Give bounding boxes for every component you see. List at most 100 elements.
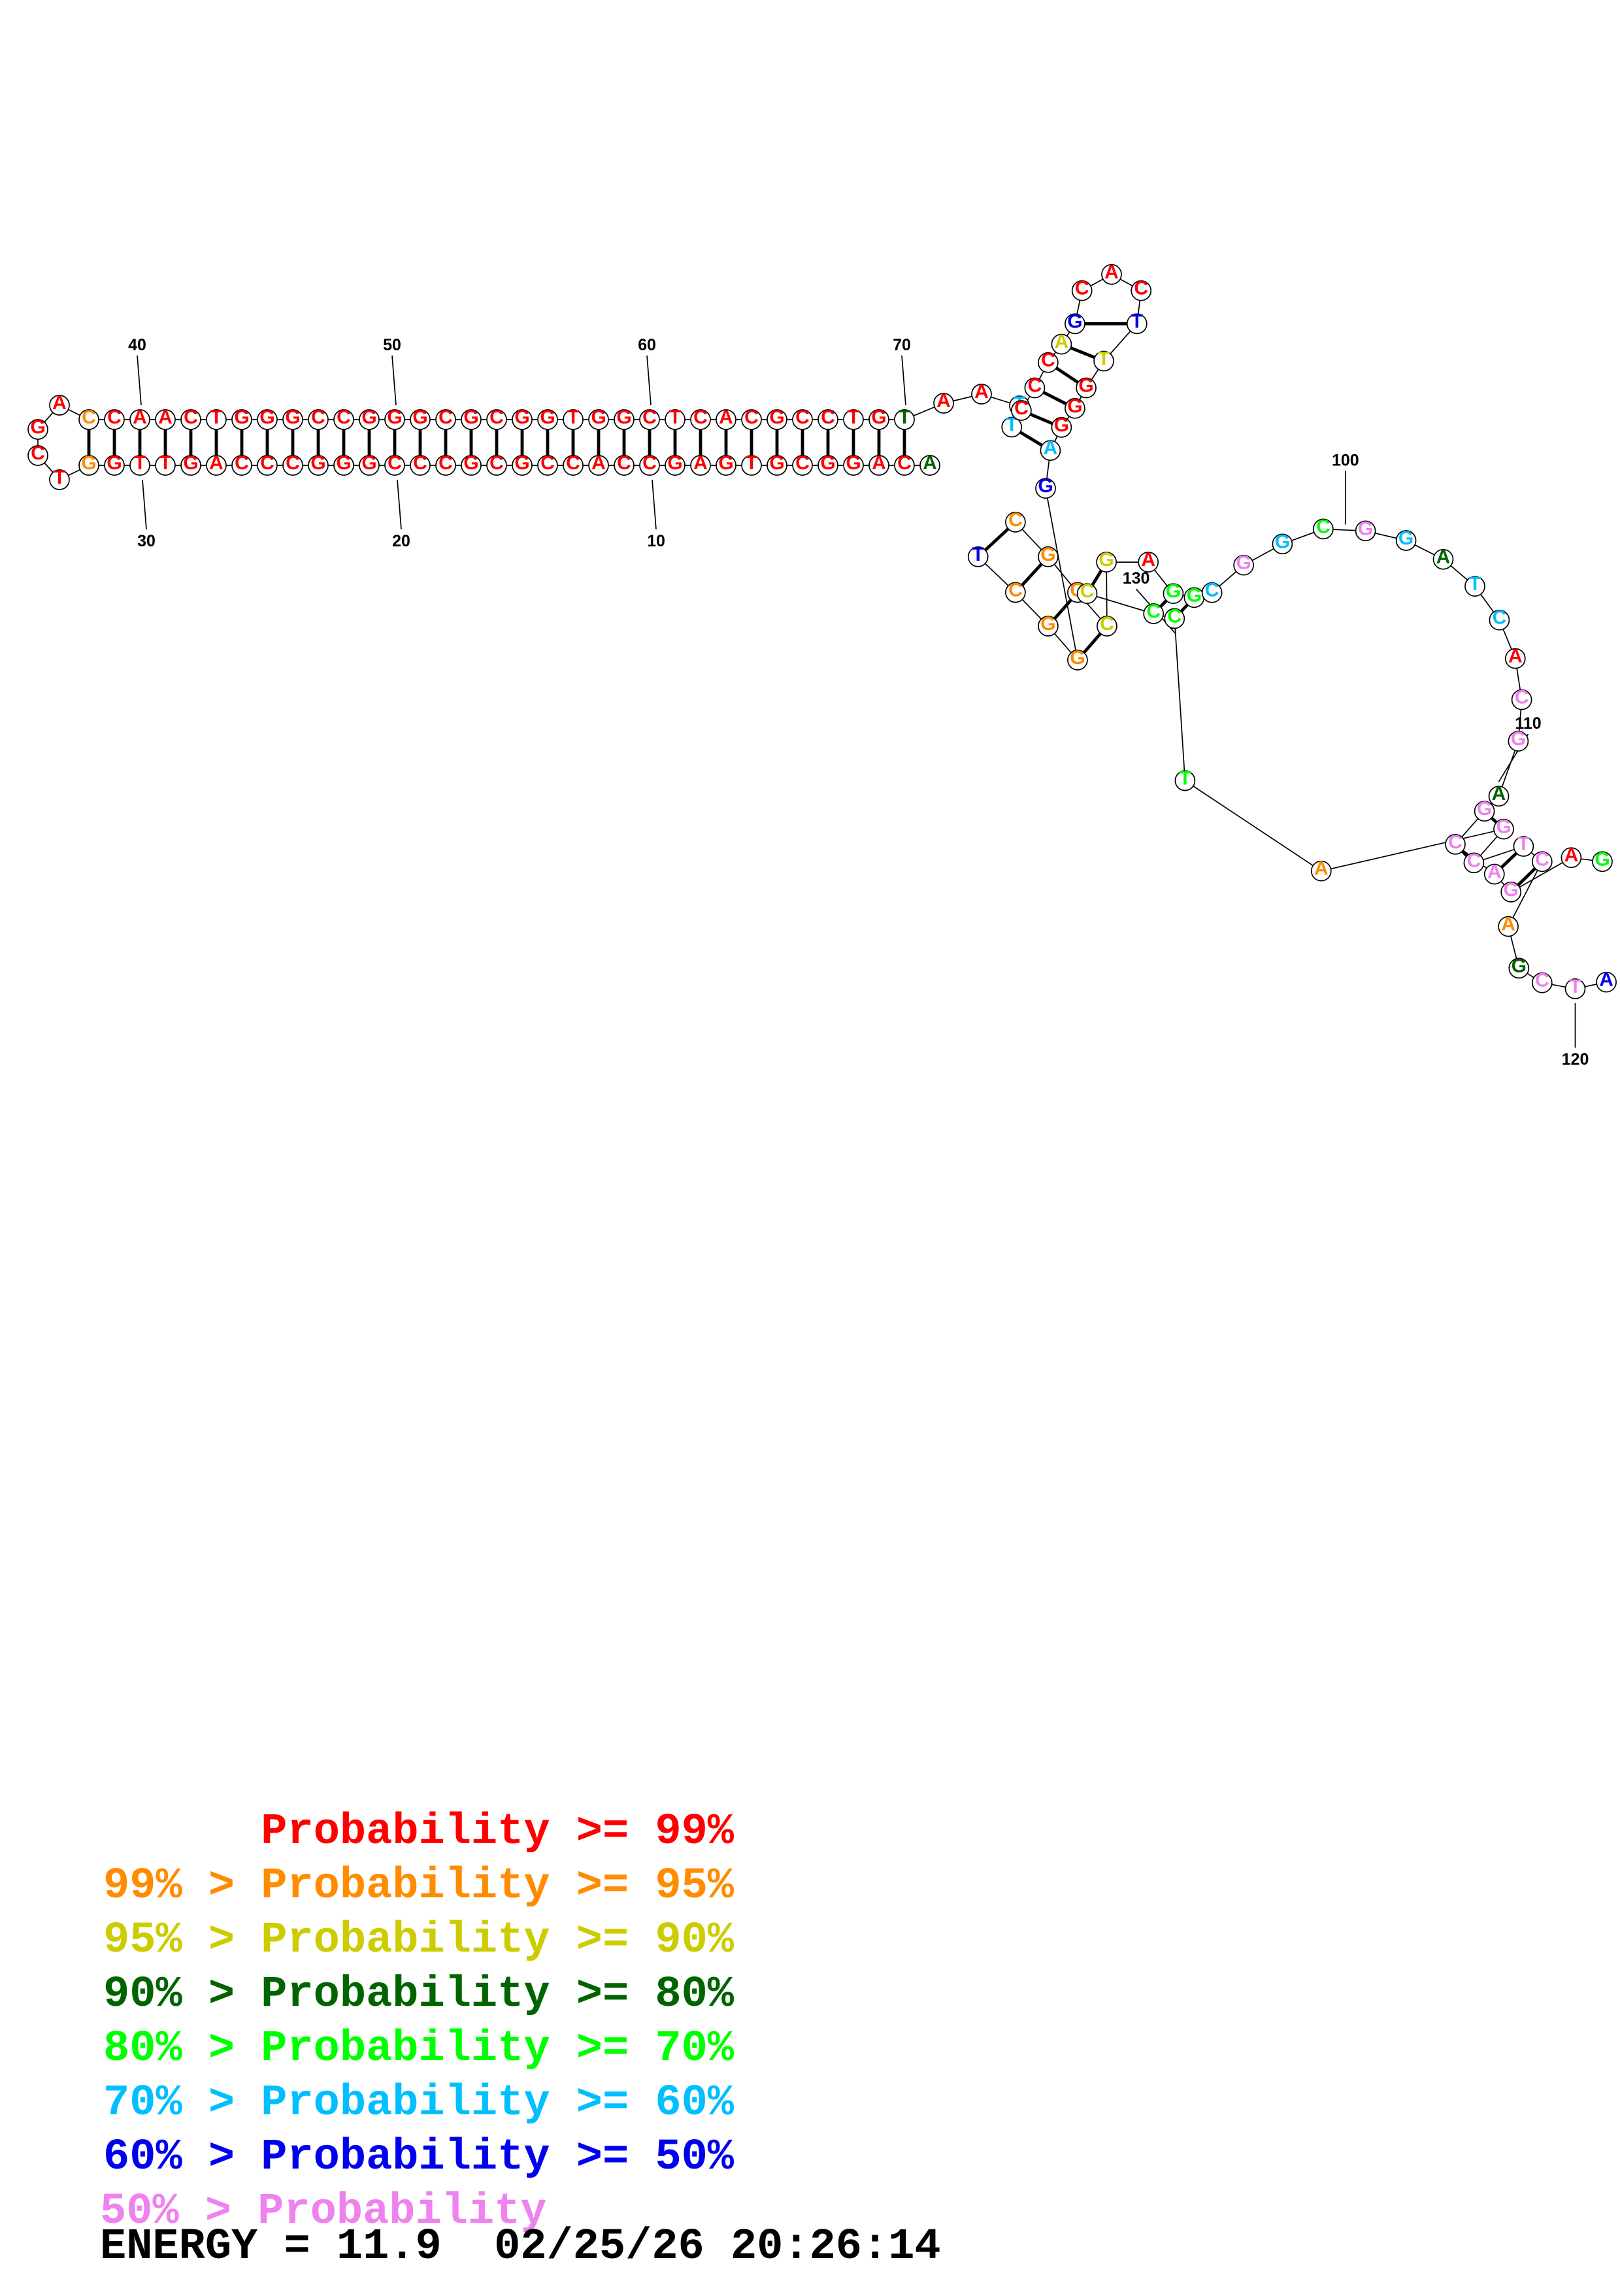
- svg-text:120: 120: [1562, 1050, 1589, 1069]
- svg-text:C: C: [489, 452, 504, 474]
- svg-text:G: G: [1595, 848, 1610, 870]
- svg-text:C: C: [1167, 605, 1182, 627]
- svg-text:T: T: [54, 467, 65, 488]
- svg-text:A: A: [719, 407, 733, 428]
- svg-text:A: A: [872, 452, 886, 474]
- svg-text:G: G: [1236, 552, 1251, 574]
- svg-text:C: C: [311, 407, 325, 428]
- svg-text:A: A: [936, 390, 951, 412]
- svg-text:A: A: [1104, 261, 1119, 283]
- svg-text:C: C: [642, 407, 657, 428]
- svg-text:50: 50: [383, 336, 401, 354]
- svg-text:C: C: [1146, 601, 1161, 622]
- svg-text:A: A: [1436, 546, 1451, 568]
- svg-text:C: C: [1028, 375, 1042, 397]
- svg-text:C: C: [642, 452, 657, 474]
- svg-text:G: G: [1398, 527, 1413, 549]
- svg-text:A: A: [1141, 549, 1155, 571]
- svg-text:G: G: [1040, 613, 1055, 635]
- svg-text:100: 100: [1332, 452, 1359, 470]
- svg-text:T: T: [972, 544, 984, 565]
- svg-text:T: T: [1469, 573, 1481, 595]
- svg-text:G: G: [1099, 549, 1114, 571]
- svg-text:C: C: [1205, 580, 1219, 601]
- svg-text:G: G: [1358, 518, 1373, 539]
- svg-text:C: C: [795, 452, 810, 474]
- svg-text:G: G: [361, 407, 376, 428]
- svg-text:G: G: [463, 407, 478, 428]
- svg-text:30: 30: [137, 532, 156, 550]
- svg-text:A: A: [1055, 331, 1069, 353]
- svg-text:G: G: [1078, 375, 1093, 397]
- svg-text:C: C: [1041, 350, 1055, 371]
- svg-text:C: C: [1075, 278, 1089, 299]
- svg-text:A: A: [1501, 914, 1515, 935]
- svg-text:A: A: [923, 452, 937, 474]
- svg-text:G: G: [183, 452, 198, 474]
- svg-text:G: G: [1067, 395, 1082, 417]
- svg-text:C: C: [821, 407, 835, 428]
- svg-text:C: C: [795, 407, 810, 428]
- svg-text:C: C: [1008, 509, 1023, 531]
- svg-text:T: T: [1517, 833, 1529, 855]
- svg-text:G: G: [1275, 531, 1290, 552]
- svg-text:C: C: [1316, 516, 1331, 537]
- svg-text:A: A: [1044, 437, 1058, 459]
- svg-text:G: G: [387, 407, 402, 428]
- svg-text:T: T: [134, 452, 146, 474]
- svg-text:70: 70: [893, 336, 911, 354]
- svg-text:T: T: [848, 407, 859, 428]
- svg-text:G: G: [1040, 544, 1055, 565]
- svg-text:C: C: [693, 407, 708, 428]
- svg-text:G: G: [310, 452, 325, 474]
- svg-text:T: T: [669, 407, 681, 428]
- svg-text:A: A: [1492, 783, 1506, 805]
- svg-text:G: G: [259, 407, 274, 428]
- svg-text:C: C: [1080, 580, 1095, 602]
- svg-text:A: A: [52, 392, 67, 414]
- svg-text:G: G: [30, 416, 45, 438]
- svg-text:C: C: [617, 452, 631, 474]
- svg-text:G: G: [871, 407, 886, 428]
- svg-text:40: 40: [128, 336, 146, 354]
- svg-text:C: C: [1134, 278, 1148, 299]
- svg-text:G: G: [1512, 955, 1527, 976]
- svg-text:G: G: [1511, 728, 1526, 750]
- svg-text:C: C: [1493, 607, 1507, 629]
- svg-text:G: G: [1187, 584, 1202, 606]
- svg-text:G: G: [336, 452, 351, 474]
- svg-text:10: 10: [647, 532, 665, 550]
- svg-text:A: A: [1314, 858, 1329, 880]
- svg-text:C: C: [235, 452, 249, 474]
- svg-text:G: G: [234, 407, 249, 428]
- svg-text:A: A: [1508, 646, 1523, 667]
- svg-text:T: T: [210, 407, 222, 428]
- svg-text:C: C: [260, 452, 274, 474]
- svg-text:A: A: [209, 452, 223, 474]
- svg-text:C: C: [1008, 580, 1023, 601]
- svg-text:T: T: [1179, 768, 1191, 790]
- svg-text:C: C: [566, 452, 580, 474]
- svg-text:20: 20: [392, 532, 410, 550]
- svg-text:G: G: [769, 407, 784, 428]
- svg-text:G: G: [616, 407, 631, 428]
- svg-text:C: C: [897, 452, 912, 474]
- svg-text:T: T: [567, 407, 579, 428]
- svg-text:A: A: [693, 452, 708, 474]
- svg-text:C: C: [413, 452, 427, 474]
- svg-text:C: C: [744, 407, 759, 428]
- svg-text:G: G: [1067, 310, 1082, 332]
- svg-text:G: G: [514, 452, 529, 474]
- svg-text:C: C: [1515, 687, 1529, 708]
- svg-text:T: T: [746, 452, 757, 474]
- svg-text:G: G: [361, 452, 376, 474]
- svg-text:G: G: [1166, 580, 1181, 602]
- svg-text:A: A: [1599, 969, 1613, 991]
- svg-text:G: G: [107, 452, 122, 474]
- svg-text:G: G: [718, 452, 733, 474]
- svg-text:G: G: [514, 407, 529, 428]
- svg-text:T: T: [1569, 976, 1581, 997]
- svg-text:C: C: [1014, 397, 1029, 419]
- svg-text:G: G: [412, 407, 427, 428]
- svg-text:A: A: [1487, 861, 1502, 883]
